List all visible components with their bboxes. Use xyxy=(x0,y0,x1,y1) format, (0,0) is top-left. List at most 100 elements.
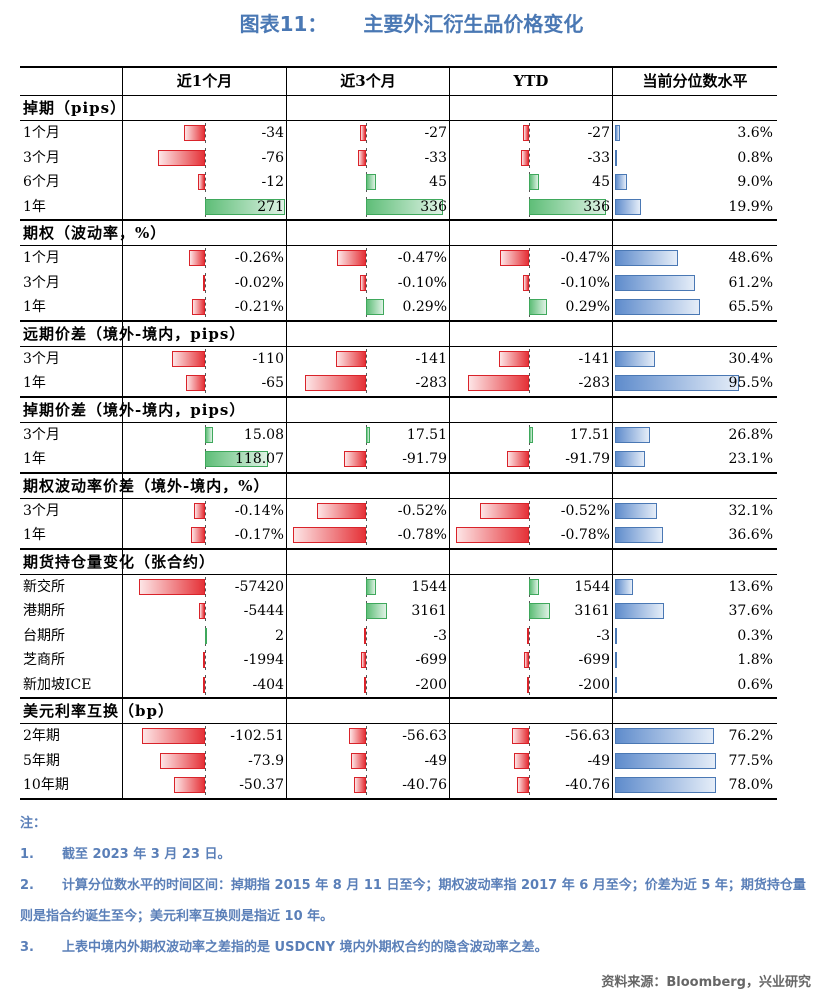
m1-value: -0.21% xyxy=(234,299,284,315)
m3-data-bar xyxy=(358,149,366,166)
ytd-value: -27 xyxy=(587,125,610,141)
percentile-value: 95.5% xyxy=(728,375,773,391)
column-divider xyxy=(122,66,123,800)
row-label: 芝商所 xyxy=(23,652,65,668)
zero-axis xyxy=(366,674,367,695)
note-2-text: 计算分位数水平的时间区间：掉期指 2015 年 8 月 11 日至今；期权波动率… xyxy=(20,878,806,924)
percentile-value: 61.2% xyxy=(728,274,773,291)
section-header: 期货持仓量变化（张合约） xyxy=(20,547,777,575)
ytd-value: -40.76 xyxy=(565,777,610,793)
m3-value: -283 xyxy=(415,375,447,391)
row-label: 1个月 xyxy=(23,250,60,266)
percentile-data-bar xyxy=(615,274,695,291)
ytd-data-bar xyxy=(527,676,529,693)
percentile-value: 3.6% xyxy=(737,125,773,141)
section-title: 掉期价差（境外-境内，pips） xyxy=(23,400,246,419)
ytd-data-bar xyxy=(507,451,529,467)
zero-axis xyxy=(366,775,367,795)
figure-caption: 主要外汇衍生品价格变化 xyxy=(363,12,584,36)
m1-value: -102.51 xyxy=(230,728,284,744)
m1-value: -1994 xyxy=(243,652,284,668)
zero-axis xyxy=(529,650,530,670)
percentile-value: 36.6% xyxy=(728,527,773,543)
table-row: 3个月 -0.02% -0.10% -0.10% 61.2% xyxy=(20,271,777,296)
m1-value: 118.07 xyxy=(235,451,284,467)
m3-value: -49 xyxy=(424,752,447,769)
m3-data-bar xyxy=(337,250,366,266)
m1-data-bar xyxy=(174,777,205,793)
m3-value: 1544 xyxy=(411,578,447,595)
percentile-value: 0.8% xyxy=(737,149,773,166)
m1-value: -404 xyxy=(252,676,284,693)
m1-value: -0.17% xyxy=(234,527,284,543)
zero-axis xyxy=(529,348,530,369)
notes: 注： 1. 截至 2023 年 3 月 23 日。 2. 计算分位数水平的时间区间：… xyxy=(20,808,810,963)
ytd-data-bar xyxy=(529,198,606,215)
column-divider xyxy=(612,66,613,800)
ytd-data-bar xyxy=(529,603,551,619)
m3-data-bar xyxy=(366,578,377,595)
ytd-data-bar xyxy=(455,527,529,543)
section-title: 远期价差（境外-境内，pips） xyxy=(23,324,246,343)
row-label: 1年 xyxy=(23,527,46,543)
zero-axis xyxy=(529,525,530,545)
m3-value: -27 xyxy=(424,125,447,141)
table-row: 3个月 -76 -33 -33 0.8% xyxy=(20,146,777,171)
m1-value: 15.08 xyxy=(243,426,284,443)
zero-axis xyxy=(529,625,530,646)
m1-data-bar xyxy=(205,451,268,467)
m1-data-bar xyxy=(192,299,205,315)
m1-value: -57420 xyxy=(234,578,284,595)
zero-axis xyxy=(529,272,530,293)
note-1-number: 1. xyxy=(20,847,34,862)
zero-axis xyxy=(205,674,206,695)
percentile-value: 48.6% xyxy=(728,250,773,266)
m3-value: -33 xyxy=(424,149,447,166)
section-header: 掉期（pips） xyxy=(20,96,777,121)
row-label: 1年 xyxy=(23,451,46,467)
section-header: 期权波动率价差（境外-境内，%） xyxy=(20,471,777,499)
percentile-value: 0.3% xyxy=(737,627,773,644)
zero-axis xyxy=(366,726,367,746)
percentile-value: 0.6% xyxy=(737,676,773,693)
section-title: 美元利率互换（bp） xyxy=(23,702,174,720)
row-label: 新加坡ICE xyxy=(23,676,92,693)
zero-axis xyxy=(205,525,206,545)
percentile-data-bar xyxy=(615,350,655,367)
zero-axis xyxy=(366,750,367,771)
m3-value: 336 xyxy=(420,198,447,215)
zero-axis xyxy=(205,373,206,393)
m1-value: -110 xyxy=(252,350,284,367)
table-row: 1年 -0.21% 0.29% 0.29% 65.5% xyxy=(20,295,777,320)
ytd-value: -283 xyxy=(578,375,610,391)
row-label: 3个月 xyxy=(23,274,60,291)
percentile-value: 65.5% xyxy=(728,299,773,315)
zero-axis xyxy=(205,123,206,143)
row-label: 3个月 xyxy=(23,350,60,367)
percentile-data-bar xyxy=(615,676,617,693)
percentile-data-bar xyxy=(615,728,715,744)
percentile-data-bar xyxy=(615,174,627,190)
ytd-value: -0.52% xyxy=(560,502,610,519)
row-label: 3个月 xyxy=(23,502,60,519)
percentile-data-bar xyxy=(615,603,664,619)
m3-value: -699 xyxy=(415,652,447,668)
m3-data-bar xyxy=(361,652,366,668)
table-row: 3个月 -0.14% -0.52% -0.52% 32.1% xyxy=(20,499,777,524)
ytd-value: -91.79 xyxy=(565,451,610,467)
zero-axis xyxy=(529,775,530,795)
m1-data-bar xyxy=(203,676,205,693)
note-3: 3. 上表中境内外期权波动率之差指的是 USDCNY 境内外期权合约的隐含波动率之… xyxy=(20,932,810,963)
m1-data-bar xyxy=(203,274,205,291)
zero-axis xyxy=(529,750,530,771)
m3-data-bar xyxy=(344,451,366,467)
percentile-data-bar xyxy=(615,375,740,391)
percentile-data-bar xyxy=(615,527,663,543)
source-note: 资料来源：Bloomberg，兴业研究 xyxy=(601,975,811,990)
m1-data-bar xyxy=(193,502,205,519)
zero-axis xyxy=(205,297,206,317)
percentile-data-bar xyxy=(615,652,618,668)
m3-value: -200 xyxy=(415,676,447,693)
header-1m: 近1个月 xyxy=(176,72,233,90)
table-row: 1个月 -0.26% -0.47% -0.47% 48.6% xyxy=(20,246,777,271)
